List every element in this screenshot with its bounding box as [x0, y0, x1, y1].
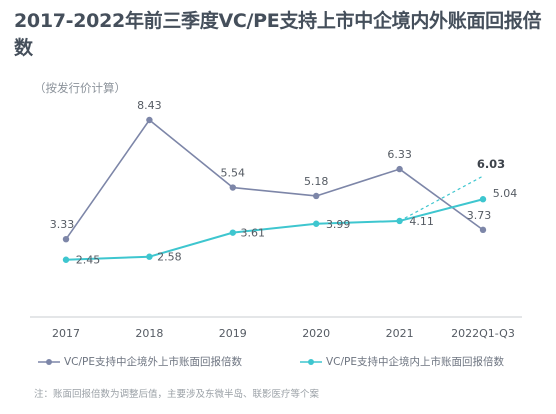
data-label-overseas: 5.18	[304, 175, 329, 188]
legend-item-overseas: VC/PE支持中企境外上市账面回报倍数	[38, 352, 288, 372]
annotation-label: 6.03	[477, 157, 505, 171]
series-line-overseas	[65, 119, 484, 240]
data-point-overseas	[229, 184, 236, 191]
data-point-domestic	[229, 229, 236, 236]
data-label-overseas: 6.33	[387, 148, 412, 161]
data-label-domestic: 3.99	[326, 218, 351, 231]
forecast-dashed-line	[399, 175, 484, 222]
series-line-domestic	[65, 198, 484, 261]
legend-swatch-overseas	[38, 359, 60, 365]
x-tick-label: 2022Q1-Q3	[451, 327, 515, 340]
legend-swatch-domestic	[300, 359, 322, 365]
x-tick-label: 2021	[386, 327, 414, 340]
x-tick-label: 2017	[52, 327, 80, 340]
data-point-overseas	[146, 116, 153, 124]
data-point-overseas	[479, 226, 487, 234]
data-point-overseas	[396, 165, 403, 173]
data-point-domestic	[62, 256, 70, 263]
x-tick-label: 2018	[135, 327, 163, 340]
data-point-overseas	[313, 192, 320, 200]
x-tick-label: 2020	[302, 327, 330, 340]
x-tick-label: 2019	[219, 327, 247, 340]
data-label-domestic: 5.04	[493, 187, 518, 200]
legend-item-domestic: VC/PE支持中企境内上市账面回报倍数	[300, 352, 550, 372]
data-label-domestic: 2.45	[76, 254, 101, 267]
legend-label-overseas: VC/PE支持中企境外上市账面回报倍数	[64, 356, 243, 368]
data-point-domestic	[313, 220, 320, 227]
chart-subtitle: （按发行价计算）	[34, 81, 126, 95]
data-label-overseas: 5.54	[221, 167, 246, 180]
data-point-domestic	[146, 253, 153, 260]
data-label-overseas: 3.73	[467, 209, 492, 222]
data-point-overseas	[62, 235, 70, 243]
data-label-domestic: 3.61	[241, 227, 266, 240]
data-label-domestic: 4.11	[409, 215, 434, 228]
data-point-domestic	[396, 217, 403, 225]
data-label-overseas: 3.33	[50, 218, 75, 231]
footnote: 注：账面回报倍数为调整后值，主要涉及东微半岛、联影医疗等个案	[34, 389, 320, 400]
data-label-overseas: 8.43	[137, 99, 162, 112]
data-point-domestic	[479, 196, 487, 203]
data-label-domestic: 2.58	[157, 251, 182, 264]
legend-label-domestic: VC/PE支持中企境内上市账面回报倍数	[326, 356, 505, 368]
legend: VC/PE支持中企境外上市账面回报倍数 VC/PE支持中企境内上市账面回报倍数	[0, 352, 556, 372]
chart-title: 2017-2022年前三季度VC/PE支持上市中企境内外账面回报倍数	[14, 10, 542, 59]
